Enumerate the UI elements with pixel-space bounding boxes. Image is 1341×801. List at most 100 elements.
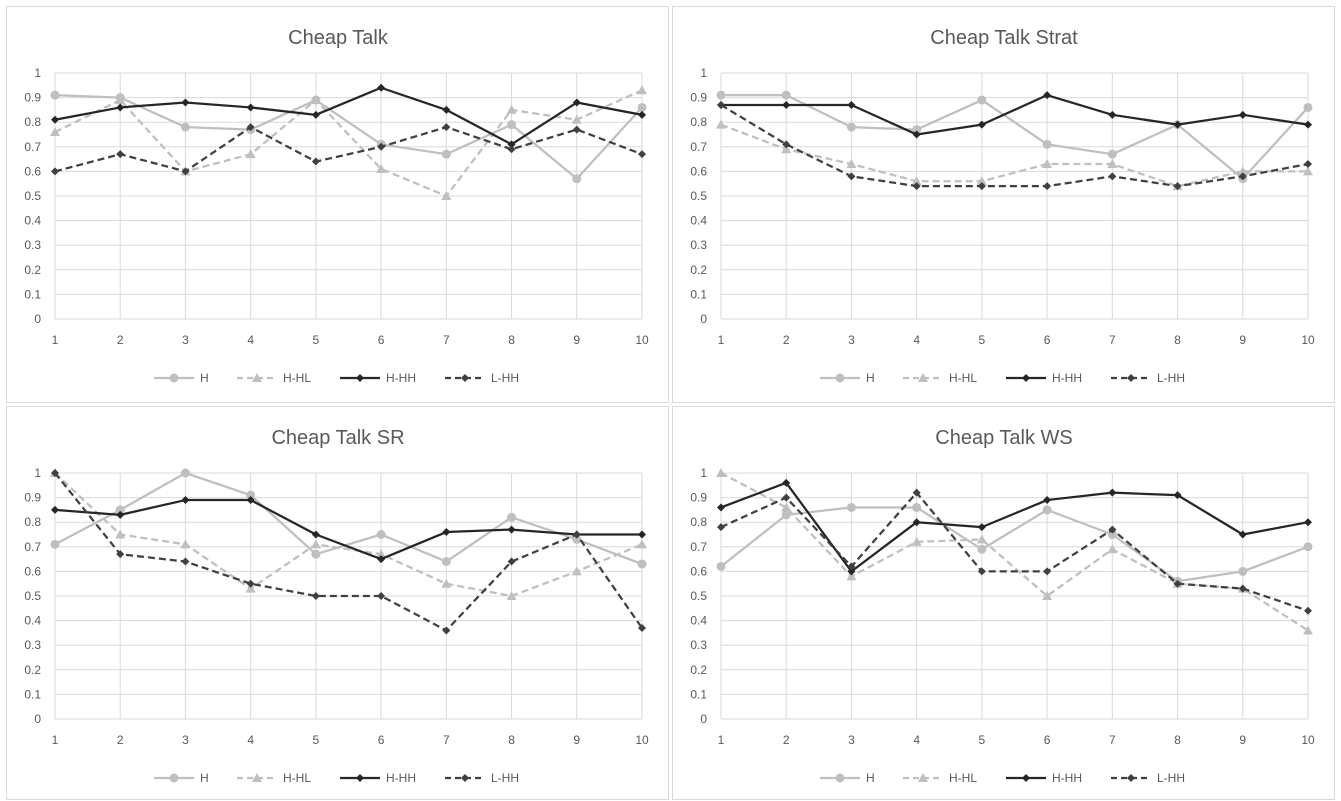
data-point bbox=[51, 115, 59, 124]
data-point bbox=[977, 95, 987, 105]
data-point bbox=[1043, 496, 1052, 505]
data-point bbox=[716, 119, 726, 129]
data-point bbox=[571, 114, 582, 124]
data-point bbox=[311, 549, 321, 559]
data-point bbox=[507, 120, 517, 130]
series-line bbox=[720, 104, 1309, 188]
legend-marker bbox=[918, 373, 928, 382]
y-tick-label: 0.6 bbox=[690, 164, 707, 178]
y-tick-label: 0 bbox=[700, 312, 707, 326]
series-h bbox=[716, 502, 1313, 586]
y-tick-label: 0.8 bbox=[690, 515, 707, 529]
legend-marker bbox=[1022, 374, 1030, 382]
x-tick-label: 9 bbox=[1239, 333, 1246, 347]
data-point bbox=[716, 90, 726, 100]
legend-marker bbox=[835, 773, 845, 783]
data-point bbox=[116, 510, 125, 519]
legend-label: L-HH bbox=[491, 771, 519, 785]
data-point bbox=[912, 502, 922, 512]
data-point bbox=[717, 100, 725, 109]
chart-title: Cheap Talk bbox=[288, 27, 389, 49]
legend-item: H-HL bbox=[237, 371, 311, 385]
x-tick-label: 10 bbox=[1301, 333, 1315, 347]
data-point bbox=[846, 502, 856, 512]
data-point bbox=[181, 98, 190, 107]
data-point bbox=[637, 102, 647, 112]
y-tick-label: 0.7 bbox=[24, 540, 41, 554]
data-point bbox=[116, 550, 125, 559]
gridlines bbox=[720, 72, 1309, 320]
x-tick-label: 8 bbox=[1174, 333, 1181, 347]
data-point bbox=[311, 530, 320, 539]
data-point bbox=[311, 110, 320, 119]
legend-label: H bbox=[866, 371, 875, 385]
data-point bbox=[572, 98, 581, 107]
legend-marker bbox=[835, 373, 845, 383]
chart-panel-cheap-talk-ws: Cheap Talk WS 0 0.1 0.2 0.3 0.4 0.5 0.6 0.7 0.8 0… bbox=[672, 406, 1335, 800]
legend-marker bbox=[918, 773, 928, 782]
data-point bbox=[507, 557, 516, 566]
gridlines bbox=[54, 472, 643, 720]
x-tick-label: 3 bbox=[182, 733, 189, 747]
x-tick-label: 7 bbox=[1109, 733, 1116, 747]
data-point bbox=[1107, 159, 1118, 169]
x-tick-label: 9 bbox=[573, 733, 580, 747]
data-point bbox=[572, 174, 582, 184]
y-tick-label: 0.1 bbox=[24, 287, 41, 301]
y-tick-label: 0.2 bbox=[24, 263, 41, 277]
series-line bbox=[54, 86, 643, 146]
data-point bbox=[50, 539, 60, 549]
y-tick-label: 0.9 bbox=[690, 491, 707, 505]
y-tick-label: 0.3 bbox=[24, 238, 41, 252]
data-point bbox=[1304, 606, 1312, 615]
data-point bbox=[977, 120, 986, 129]
data-point bbox=[115, 529, 126, 539]
data-point bbox=[1238, 566, 1248, 576]
legend-item: H-HL bbox=[237, 771, 311, 785]
data-point bbox=[441, 191, 452, 200]
y-tick-label: 0.4 bbox=[690, 614, 707, 628]
chart-title: Cheap Talk SR bbox=[271, 427, 404, 449]
series-line bbox=[720, 491, 1309, 612]
data-point bbox=[180, 122, 190, 132]
legend-item: H bbox=[820, 371, 875, 385]
data-point bbox=[911, 176, 922, 186]
chart-cheap-talk-strat: Cheap Talk Strat 0 0.1 0.2 0.3 0.4 0.5 0.6 0.7 0… bbox=[690, 27, 1315, 385]
data-point bbox=[51, 167, 59, 176]
data-point bbox=[246, 496, 255, 505]
legend-item: H-HL bbox=[903, 371, 977, 385]
y-tick-label: 0.6 bbox=[24, 164, 41, 178]
data-point bbox=[846, 159, 857, 169]
series-line bbox=[54, 472, 643, 632]
legend-marker bbox=[461, 374, 469, 382]
data-point bbox=[1043, 567, 1052, 576]
legend-item: H-HH bbox=[1006, 771, 1082, 785]
data-point bbox=[181, 557, 190, 566]
y-tick-label: 0.7 bbox=[690, 140, 707, 154]
chart-cheap-talk: Cheap Talk 0 0.1 0.2 0.3 0.4 0.5 0.6 0.7 0.8 0.9 1… bbox=[24, 27, 649, 385]
series-h-hh bbox=[717, 478, 1312, 576]
data-point bbox=[1108, 110, 1117, 119]
data-point bbox=[572, 534, 582, 544]
data-point bbox=[1042, 159, 1053, 169]
x-tick-label: 7 bbox=[443, 333, 450, 347]
y-tick-label: 0.4 bbox=[24, 614, 41, 628]
x-tick-label: 2 bbox=[783, 733, 790, 747]
data-point bbox=[912, 130, 921, 139]
data-point bbox=[637, 559, 647, 569]
data-point bbox=[442, 123, 451, 132]
y-tick-label: 0.6 bbox=[24, 564, 41, 578]
data-point bbox=[1303, 542, 1313, 552]
legend-item: H bbox=[154, 771, 209, 785]
data-point bbox=[507, 140, 516, 149]
legend-item: H-HH bbox=[1006, 371, 1082, 385]
legend-label: L-HH bbox=[1157, 371, 1185, 385]
legend-marker bbox=[356, 374, 364, 382]
series-h-hl bbox=[716, 468, 1313, 635]
data-point bbox=[181, 167, 190, 176]
data-point bbox=[571, 566, 582, 576]
gridlines bbox=[54, 72, 643, 320]
data-point bbox=[376, 163, 387, 173]
series-line bbox=[54, 472, 643, 598]
data-point bbox=[976, 176, 987, 186]
